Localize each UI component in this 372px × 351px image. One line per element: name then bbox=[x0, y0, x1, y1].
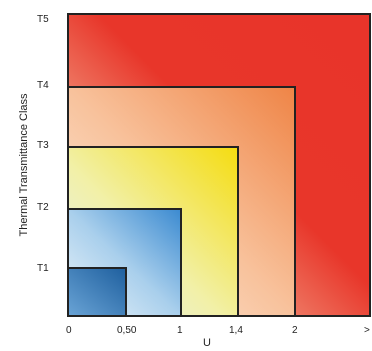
x-axis-title: U bbox=[203, 337, 211, 349]
y-tick-t1: T1 bbox=[37, 263, 49, 274]
y-tick-t3: T3 bbox=[37, 140, 49, 151]
y-tick-t5: T5 bbox=[37, 14, 49, 25]
x-tick-2: 2 bbox=[292, 325, 298, 336]
y-axis-title: Thermal Transmittance Class bbox=[18, 93, 30, 237]
x-tick-050: 0,50 bbox=[117, 325, 137, 336]
y-tick-t4: T4 bbox=[37, 80, 49, 91]
class-region-t1 bbox=[67, 267, 127, 317]
x-tick-0: 0 bbox=[66, 325, 72, 336]
y-tick-t2: T2 bbox=[37, 202, 49, 213]
x-tick-greater: > bbox=[364, 325, 370, 336]
x-tick-1-4: 1,4 bbox=[229, 325, 243, 336]
x-tick-1: 1 bbox=[177, 325, 183, 336]
